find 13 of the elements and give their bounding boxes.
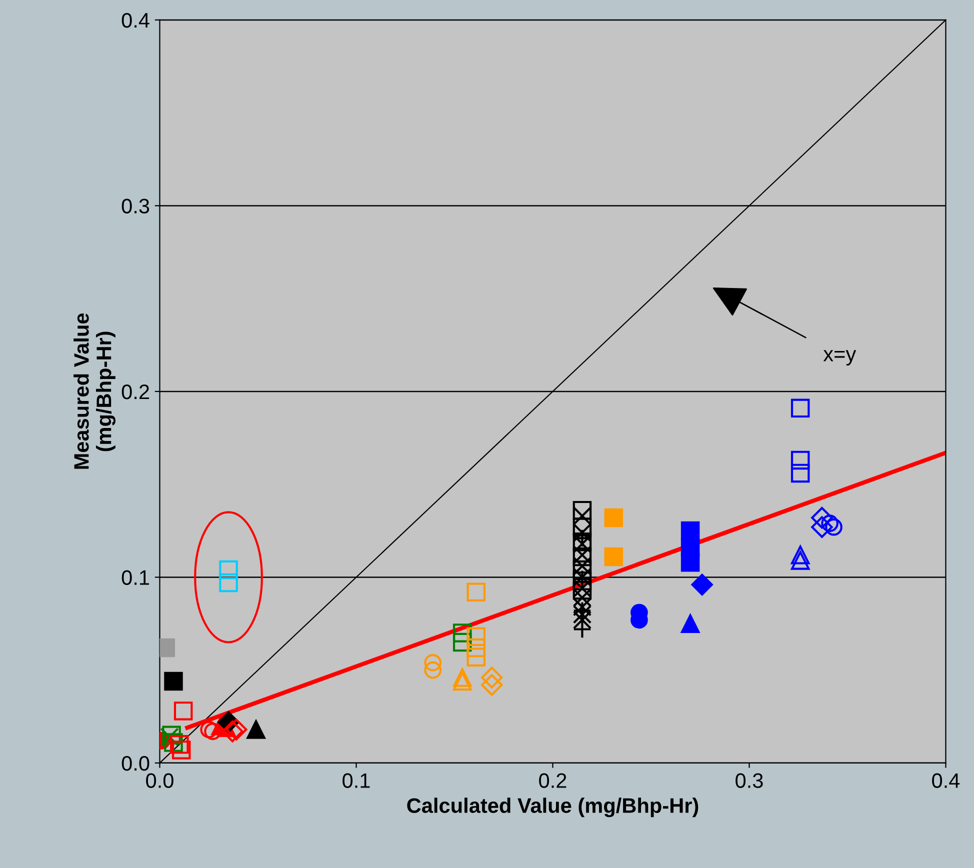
x-axis-title: Calculated Value (mg/Bhp-Hr) xyxy=(407,798,698,818)
y-tick-label: 0.4 xyxy=(122,12,150,28)
y-tick-label: 0.1 xyxy=(122,570,149,585)
x-tick-label: 0.3 xyxy=(736,773,763,788)
annotation: x=y xyxy=(823,350,856,366)
y-tick-label: 0.2 xyxy=(122,384,149,400)
x-tick-label: 0.2 xyxy=(539,773,566,788)
x-tick-label: 0.1 xyxy=(342,773,370,788)
y-tick-label: 0.0 xyxy=(122,756,150,771)
y-axis-title: Measured Value (mg/Bhp-Hr) xyxy=(74,313,116,469)
x-tick-label: 0.0 xyxy=(146,773,174,788)
x-tick-label: 0.4 xyxy=(932,773,960,788)
y-tick-label: 0.3 xyxy=(122,198,150,214)
